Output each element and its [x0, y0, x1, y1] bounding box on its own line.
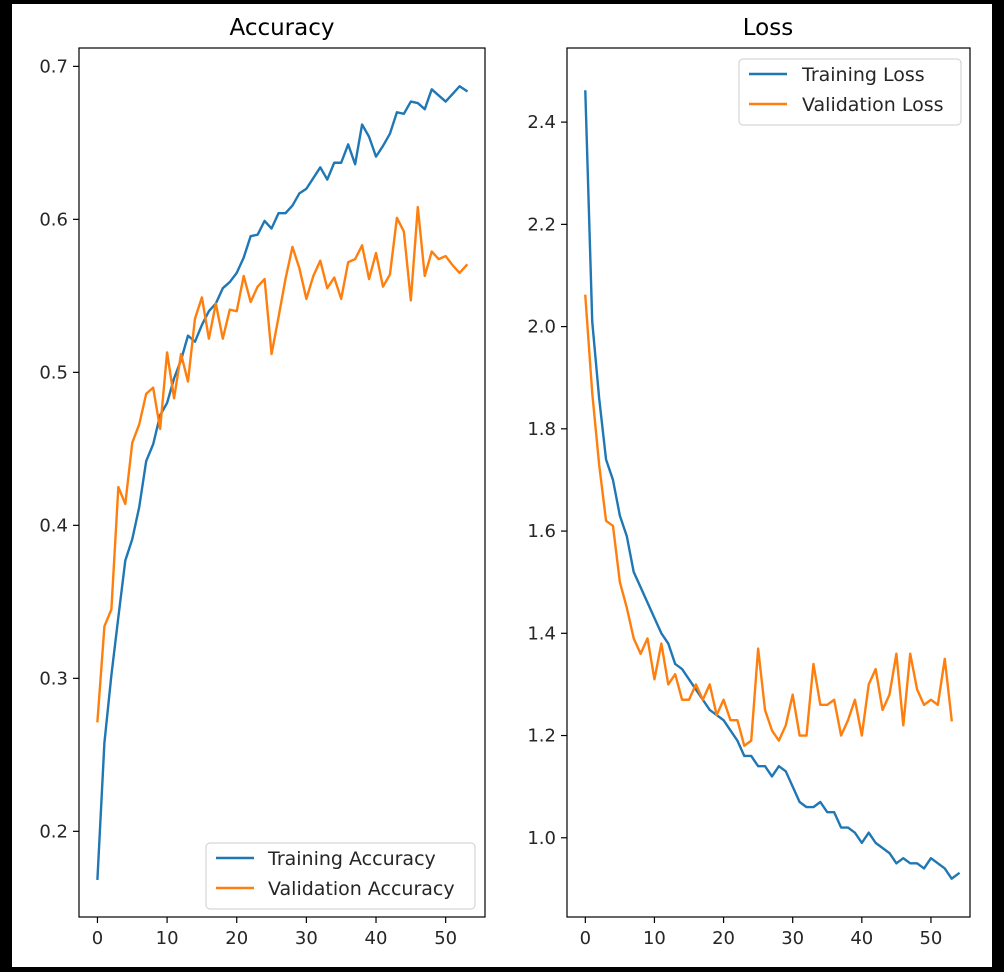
loss-ytick-label: 1.0	[527, 828, 556, 849]
loss-xtick-label: 10	[643, 928, 666, 949]
accuracy-frame	[78, 47, 486, 918]
loss-ytick-label: 2.4	[527, 112, 556, 133]
accuracy-panel: Accuracy 0 10 20 30 40 50 0.2 0.3 0.4 0.5 0.6 0.7 T…	[39, 15, 486, 949]
loss-ytick-label: 2.2	[527, 214, 556, 235]
legend-validation-loss-label: Validation Loss	[802, 94, 944, 116]
loss-ytick-label: 1.2	[527, 726, 556, 747]
loss-ytick-label: 2.0	[527, 317, 556, 338]
loss-lines	[584, 90, 961, 880]
accuracy-legend-box	[205, 842, 476, 910]
accuracy-legend: Training Accuracy Validation Accuracy	[205, 842, 476, 910]
loss-ytick-label: 1.8	[527, 419, 556, 440]
accuracy-title: Accuracy	[229, 15, 334, 41]
accuracy-xtick-label: 0	[92, 928, 103, 949]
legend-training-accuracy-label: Training Accuracy	[267, 848, 436, 870]
accuracy-xtick-label: 10	[156, 928, 179, 949]
accuracy-ytick-label: 0.5	[39, 362, 68, 383]
loss-xtick-label: 0	[580, 928, 591, 949]
accuracy-xtick-label: 50	[434, 928, 457, 949]
accuracy-ytick-label: 0.2	[39, 821, 68, 842]
accuracy-ytick-label: 0.6	[39, 209, 68, 230]
legend-validation-accuracy-label: Validation Accuracy	[268, 878, 455, 900]
loss-panel: Loss 0 10 20 30 40 50 1.0 1.2 1.4 1.6 1.8 2.0 2.2 2.4…	[527, 15, 971, 949]
loss-xtick-label: 40	[850, 928, 873, 949]
loss-ytick-label: 1.6	[527, 521, 556, 542]
validation-accuracy-line	[96, 205, 469, 723]
accuracy-xtick-label: 40	[365, 928, 388, 949]
accuracy-ytick-label: 0.4	[39, 515, 68, 536]
accuracy-ytick-label: 0.3	[39, 668, 68, 689]
legend-training-loss-label: Training Loss	[801, 64, 925, 86]
loss-legend-box	[738, 58, 962, 126]
training-loss-line	[584, 90, 961, 880]
accuracy-ytick-label: 0.7	[39, 56, 68, 77]
loss-ticks: 0 10 20 30 40 50 1.0 1.2 1.4 1.6 1.8 2.0 2.2 2.4	[527, 112, 942, 949]
accuracy-ticks: 0 10 20 30 40 50 0.2 0.3 0.4 0.5 0.6 0.7	[39, 56, 457, 949]
loss-ytick-label: 1.4	[527, 623, 556, 644]
loss-plot-area	[567, 48, 970, 917]
accuracy-xtick-label: 30	[295, 928, 318, 949]
accuracy-xtick-label: 20	[225, 928, 248, 949]
loss-xtick-label: 20	[712, 928, 735, 949]
loss-xtick-label: 30	[781, 928, 804, 949]
accuracy-plot-area	[79, 48, 485, 917]
loss-title: Loss	[743, 15, 793, 41]
loss-legend: Training Loss Validation Loss	[738, 58, 962, 126]
loss-frame	[566, 47, 971, 918]
validation-loss-line	[584, 294, 954, 747]
loss-xtick-label: 50	[919, 928, 942, 949]
accuracy-lines	[96, 85, 469, 881]
